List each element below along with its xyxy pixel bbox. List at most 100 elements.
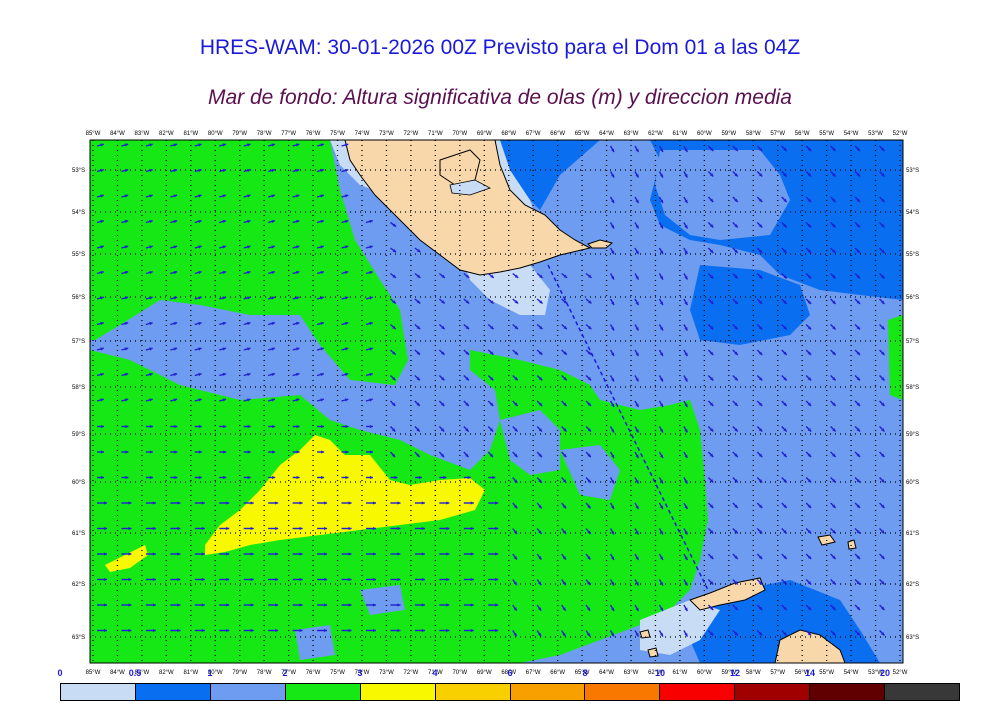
direction-arrowhead (684, 531, 688, 535)
direction-arrowhead (441, 274, 445, 278)
direction-arrowhead (684, 276, 688, 280)
direction-arrowhead (465, 453, 469, 458)
direction-arrowhead (295, 321, 300, 326)
direction-arrowhead (173, 245, 178, 249)
direction-arrowhead (174, 475, 178, 480)
direction-arrowhead (758, 147, 763, 151)
direction-arrowhead (635, 352, 639, 357)
direction-arrowhead (295, 372, 300, 377)
lon-label: 58°W (746, 670, 761, 676)
field-blue-patch-1 (500, 410, 560, 475)
direction-arrowhead (124, 168, 129, 173)
direction-arrowhead (247, 450, 251, 454)
direction-arrowhead (446, 501, 450, 505)
lon-label: 83°W (135, 131, 150, 137)
direction-arrowhead (392, 300, 396, 304)
direction-arrowhead (734, 402, 738, 406)
direction-arrowhead (709, 300, 714, 304)
direction-arrowhead (103, 628, 107, 633)
direction-arrowhead (734, 173, 738, 177)
direction-arrowhead (295, 194, 300, 198)
direction-arrowhead (635, 429, 639, 433)
direction-arrowhead (271, 168, 275, 173)
direction-arrowhead (124, 347, 129, 351)
direction-arrowhead (320, 347, 324, 351)
direction-arrowhead (611, 352, 615, 357)
land-tierra-del-fuego (344, 140, 592, 276)
direction-arrowhead (587, 453, 591, 458)
direction-arrowhead (397, 603, 401, 607)
lon-label: 68°W (501, 670, 516, 676)
direction-arrowhead (103, 603, 107, 607)
direction-arrowhead (856, 249, 861, 253)
direction-arrowhead (446, 526, 450, 531)
direction-arrowhead (881, 530, 885, 534)
direction-arrowhead (128, 628, 132, 633)
direction-arrow (904, 452, 909, 457)
direction-arrowhead (128, 552, 132, 556)
colorbar-tick-label: 2 (282, 668, 288, 678)
direction-arrowhead (856, 224, 861, 228)
direction-arrowhead (271, 143, 275, 147)
direction-arrowhead (709, 453, 714, 457)
direction-arrowhead (348, 526, 352, 531)
direction-arrowhead (222, 143, 227, 147)
direction-arrowhead (684, 633, 688, 637)
direction-arrowhead (563, 453, 567, 458)
direction-arrowhead (709, 479, 714, 483)
direction-arrowhead (807, 173, 812, 177)
direction-arrowhead (684, 480, 688, 484)
direction-arrowhead (538, 556, 542, 560)
lat-label: 53°S (72, 168, 85, 174)
direction-arrowhead (611, 403, 615, 408)
lon-labels-top: 85°W 84°W 83°W 82°W 81°W 80°W 79°W 78°W 77°W 76°W… (86, 131, 908, 137)
lon-label: 55°W (819, 131, 834, 137)
direction-arrowhead (881, 632, 885, 636)
lon-label: 83°W (135, 670, 150, 676)
direction-arrowhead (832, 504, 836, 508)
lon-label: 55°W (819, 670, 834, 676)
direction-arrowhead (856, 504, 861, 508)
direction-arrowhead (465, 300, 470, 304)
direction-arrowhead (906, 505, 909, 508)
direction-arrowhead (856, 530, 861, 534)
direction-arrowhead (514, 377, 518, 381)
direction-arrowhead (247, 194, 251, 198)
wave-direction-arrows (96, 143, 909, 637)
direction-arrowhead (344, 372, 349, 377)
direction-arrowhead (345, 450, 349, 454)
lon-label: 62°W (648, 670, 663, 676)
direction-arrowhead (198, 450, 202, 454)
direction-arrowhead (758, 581, 763, 585)
direction-arrowhead (446, 577, 450, 582)
lon-label: 59°W (721, 670, 736, 676)
direction-arrowhead (100, 168, 104, 173)
direction-arrowhead (881, 275, 885, 279)
lat-label: 61°S (72, 531, 85, 537)
direction-arrowhead (344, 270, 349, 275)
direction-arrowhead (659, 148, 663, 153)
lon-label: 66°W (550, 131, 565, 137)
direction-arrowhead (758, 275, 763, 279)
direction-arrowhead (881, 402, 885, 406)
direction-arrowhead (611, 174, 615, 178)
direction-arrowhead (275, 526, 279, 531)
direction-arrowhead (201, 552, 205, 556)
direction-arrowhead (783, 275, 787, 279)
direction-arrowhead (295, 398, 300, 402)
direction-arrowhead (490, 351, 494, 355)
direction-arrow (904, 350, 909, 355)
direction-arrowhead (173, 321, 178, 326)
direction-arrowhead (100, 475, 104, 480)
direction-arrowhead (734, 147, 738, 151)
direction-arrowhead (856, 326, 861, 330)
direction-arrowhead (856, 147, 861, 151)
direction-arrowhead (635, 556, 639, 561)
direction-arrowhead (247, 143, 251, 147)
lon-label: 74°W (355, 131, 370, 137)
direction-arrowhead (587, 556, 591, 560)
land-islet-3 (647, 647, 659, 658)
direction-arrowhead (465, 325, 470, 330)
lon-label: 59°W (721, 131, 736, 137)
direction-arrowhead (783, 249, 787, 253)
